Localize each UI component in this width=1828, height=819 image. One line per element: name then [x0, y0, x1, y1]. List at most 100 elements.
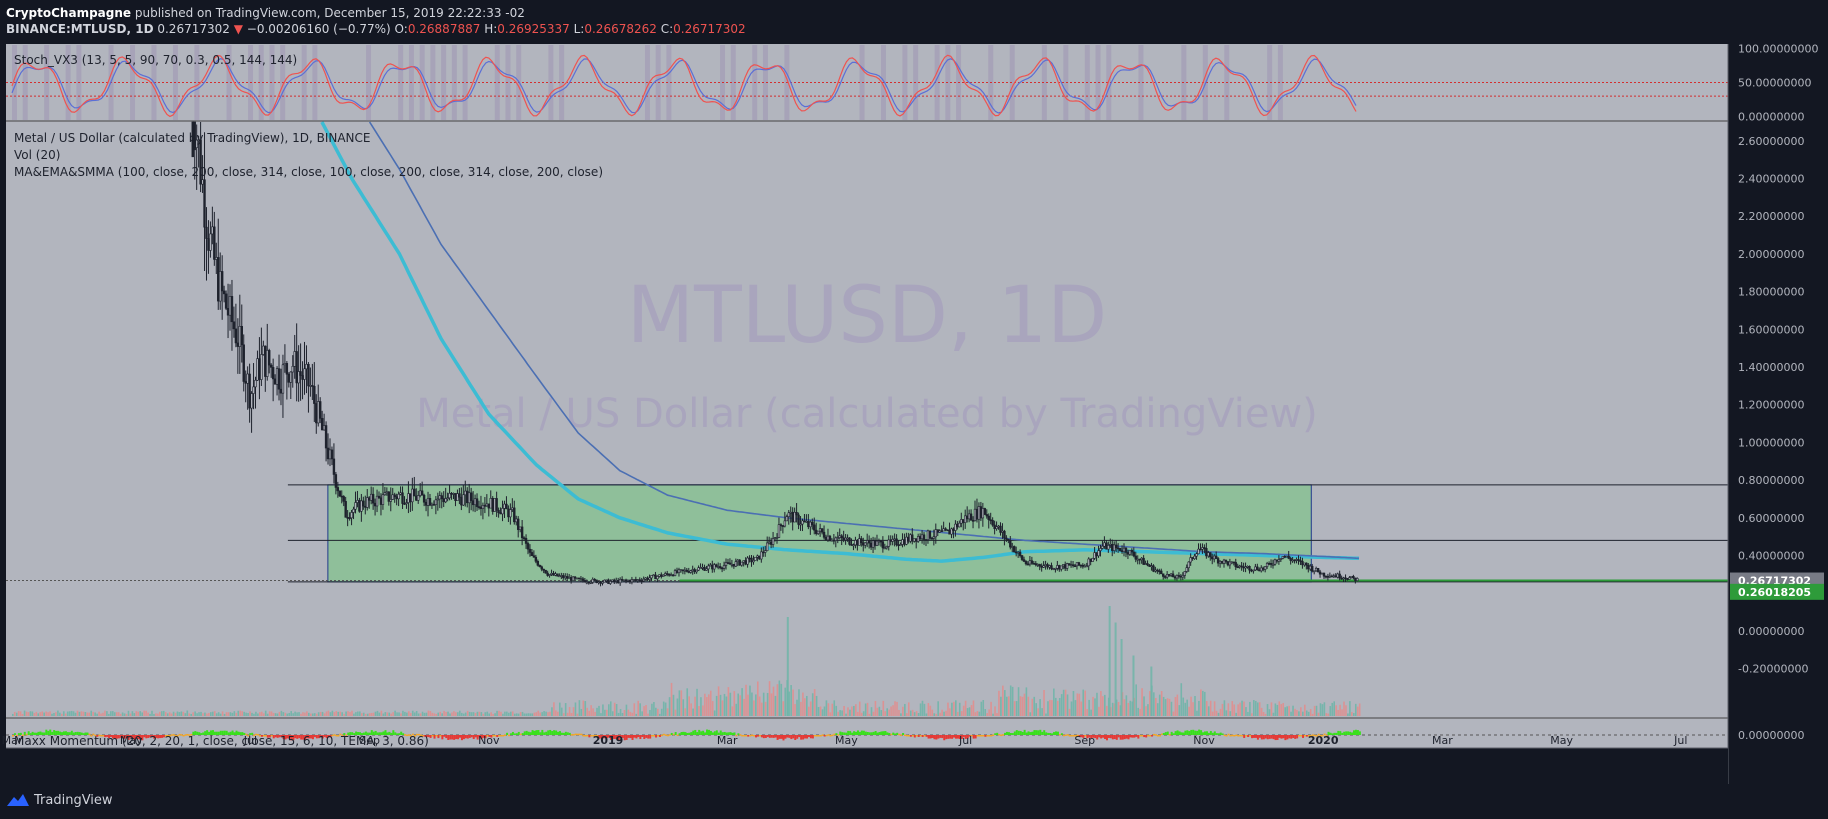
- volume-bar: [404, 711, 406, 716]
- candle-body: [705, 568, 708, 571]
- volume-bar: [682, 699, 685, 716]
- stoch-tick: 0.00000000: [1738, 111, 1804, 124]
- volume-bar: [1049, 699, 1051, 716]
- momentum-bar: [809, 735, 812, 739]
- candle-body: [438, 495, 441, 500]
- chart-canvas[interactable]: MTLUSD, 1D Metal / US Dollar (calculated…: [0, 42, 1828, 786]
- volume-bar: [21, 713, 24, 716]
- volume-bar: [615, 704, 618, 716]
- candle-body: [320, 418, 324, 431]
- volume-bar: [513, 713, 516, 716]
- volume-bar: [696, 688, 698, 716]
- volume-bar: [949, 708, 951, 716]
- candle-body: [517, 518, 520, 530]
- momentum-bar: [1131, 735, 1134, 738]
- volume-bar: [253, 713, 255, 716]
- volume-bar: [343, 713, 345, 716]
- momentum-bar: [290, 735, 293, 741]
- volume-bar: [1111, 702, 1114, 716]
- candle-body: [826, 535, 830, 541]
- legend-stochastic[interactable]: Stoch_VX3 (13, 5, 5, 90, 70, 0.3, 0.5, 1…: [14, 53, 297, 67]
- candle-body: [975, 508, 979, 520]
- author-name[interactable]: CryptoChampagne: [6, 6, 132, 20]
- candle-body: [809, 521, 812, 528]
- momentum-bar: [345, 734, 348, 736]
- candle-body: [940, 530, 943, 533]
- volume-bar: [84, 712, 87, 716]
- volume-bar: [90, 710, 93, 716]
- candle-body: [1116, 547, 1120, 550]
- candle-body: [1226, 561, 1230, 566]
- candle-body: [852, 544, 855, 547]
- momentum-bar: [82, 733, 85, 735]
- momentum-bar: [445, 735, 448, 739]
- legend-main-series[interactable]: Metal / US Dollar (calculated by Trading…: [14, 131, 371, 145]
- volume-bar: [111, 711, 114, 716]
- candle-body: [522, 537, 526, 540]
- volume-bar: [888, 709, 890, 716]
- momentum-bar: [170, 734, 173, 736]
- momentum-bar: [1129, 735, 1132, 738]
- momentum-bar: [386, 732, 389, 735]
- candle-body: [558, 575, 561, 578]
- candle-body: [242, 344, 245, 382]
- momentum-bar: [472, 735, 475, 740]
- candle-body: [662, 574, 665, 577]
- momentum-bar: [27, 731, 30, 735]
- candle-body: [920, 534, 924, 540]
- candle-body: [232, 321, 236, 330]
- momentum-bar: [833, 733, 836, 736]
- volume-bar: [359, 711, 361, 716]
- candle-body: [462, 494, 465, 506]
- volume-bar: [521, 711, 524, 716]
- momentum-bar: [762, 735, 765, 739]
- tradingview-logo-icon[interactable]: [6, 792, 30, 808]
- legend-momentum[interactable]: Maxx Momentum (20, 2, 20, 1, close, clos…: [14, 734, 429, 748]
- momentum-bar: [25, 733, 28, 736]
- candle-body: [971, 520, 975, 522]
- footer-brand[interactable]: TradingView: [34, 793, 113, 808]
- volume-bar: [1270, 702, 1273, 716]
- candle-body: [671, 574, 675, 577]
- price-axis[interactable]: 2.600000002.400000002.200000002.00000000…: [1730, 42, 1824, 742]
- volume-bar: [76, 710, 79, 716]
- ohlc-header: BINANCE:MTLUSD, 1D 0.26717302 ▼ −0.00206…: [6, 22, 746, 36]
- volume-bar: [619, 709, 622, 716]
- volume-bar: [715, 695, 718, 716]
- momentum-bar: [208, 731, 211, 735]
- volume-bar: [129, 713, 132, 716]
- legend-moving-averages[interactable]: MA&EMA&SMMA (100, close, 200, close, 314…: [14, 165, 603, 179]
- volume-bar: [411, 710, 414, 716]
- volume-bar: [210, 712, 212, 716]
- candle-body: [246, 373, 249, 384]
- momentum-bar: [1156, 735, 1159, 737]
- candle-body: [509, 509, 512, 518]
- momentum-bar: [817, 735, 820, 737]
- volume-bar: [1329, 706, 1332, 716]
- volume-bar: [1160, 691, 1163, 716]
- momentum-bar: [727, 732, 730, 735]
- candle-body: [366, 497, 369, 508]
- legend-volume[interactable]: Vol (20): [14, 148, 60, 162]
- volume-bar: [964, 700, 967, 716]
- volume-bar: [108, 713, 110, 716]
- candle-body: [1036, 564, 1039, 566]
- momentum-bar: [819, 735, 822, 737]
- candle-body: [471, 500, 475, 506]
- volume-bar: [747, 694, 749, 716]
- candle-body: [1201, 547, 1204, 550]
- volume-bar: [1076, 693, 1079, 716]
- momentum-bar: [1215, 733, 1218, 735]
- momentum-bar: [137, 735, 140, 740]
- volume-bar: [835, 705, 838, 716]
- time-axis[interactable]: Mar May Jul Sep Nov 2019 Mar May Jul Sep Nov 2020 Ma…: [2, 734, 1688, 747]
- volume-bar: [1080, 701, 1083, 716]
- volume-bar: [660, 708, 663, 716]
- momentum-bar: [784, 735, 787, 739]
- candle-body: [1050, 565, 1053, 569]
- momentum-bar: [1151, 735, 1154, 737]
- candle-body: [981, 508, 985, 519]
- candle-body: [318, 401, 322, 419]
- candle-body: [891, 539, 894, 542]
- momentum-bar: [455, 735, 458, 740]
